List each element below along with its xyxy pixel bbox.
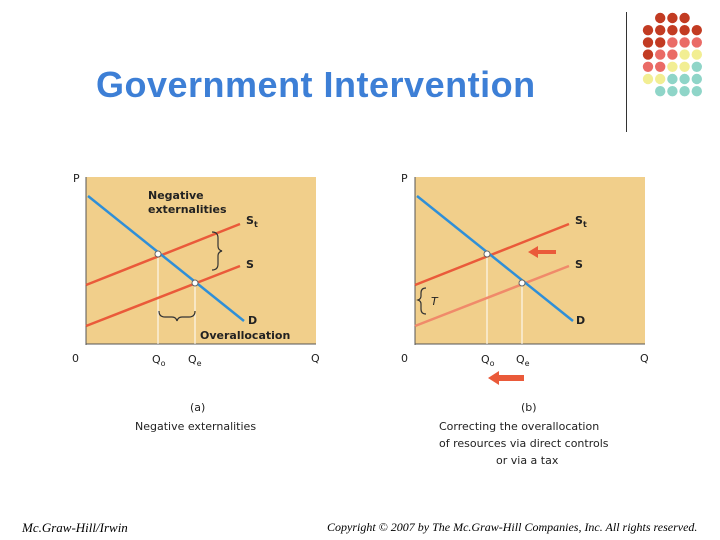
decorative-dot <box>691 49 702 60</box>
panel-b-point-qo <box>483 250 491 258</box>
panel-a-externalities-label: externalities <box>148 203 227 216</box>
decorative-dot <box>655 49 666 60</box>
panel-b-qo-label: Qo <box>481 353 495 368</box>
panel-a: P 0 Q Qo Qe St S D Negative externalitie… <box>72 172 320 433</box>
panel-b-p-label: P <box>401 172 408 185</box>
decorative-dot <box>679 25 690 36</box>
panel-a-caption: Negative externalities <box>135 420 256 433</box>
panel-b-caption-letter: (b) <box>521 401 537 414</box>
panel-b-shift-arrow-icon <box>528 246 556 258</box>
panel-a-qe-label: Qe <box>188 353 202 368</box>
panel-b-caption-line3: or via a tax <box>496 454 559 467</box>
panel-a-horizontal-brace <box>158 310 196 322</box>
decorative-dot <box>667 49 678 60</box>
panel-a-p-label: P <box>73 172 80 185</box>
slide-title: Government Intervention <box>96 64 536 105</box>
panel-a-point-qe <box>191 279 199 287</box>
decorative-dot <box>655 25 666 36</box>
panel-b-background <box>415 177 645 344</box>
panel-a-demand-line <box>87 195 245 322</box>
panel-a-caption-letter: (a) <box>190 401 205 414</box>
decorative-dot <box>679 86 690 97</box>
decorative-dot <box>642 25 654 36</box>
decorative-dot <box>642 37 654 48</box>
panel-a-st-label: St <box>246 214 258 229</box>
panel-b-caption-line1: Correcting the overallocation <box>439 420 599 433</box>
decorative-dot <box>655 37 666 48</box>
panel-b-q-label: Q <box>640 352 649 365</box>
decorative-dot <box>667 86 678 97</box>
decorative-dot <box>679 73 690 85</box>
decorative-dot <box>691 25 702 36</box>
panel-a-overallocation-label: Overallocation <box>200 329 290 342</box>
decorative-dot <box>679 61 690 72</box>
decorative-dot <box>667 12 678 24</box>
panel-b-left-arrow-icon <box>488 371 524 385</box>
decorative-dot <box>679 37 690 48</box>
decorative-dot <box>691 86 702 97</box>
panel-b-tax-brace <box>416 287 427 315</box>
panel-a-qo-label: Qo <box>152 353 166 368</box>
decorative-dot <box>655 86 666 97</box>
panel-b: T P 0 Q Qo Qe St S D (b) Correcting the … <box>401 172 649 467</box>
decorative-dot <box>691 37 702 48</box>
decorative-dot <box>655 61 666 72</box>
panel-a-origin-label: 0 <box>72 352 79 365</box>
decorative-dot <box>655 73 666 85</box>
panel-b-qe-label: Qe <box>516 353 530 368</box>
panel-a-point-qo <box>154 250 162 258</box>
panel-a-background <box>86 177 316 344</box>
decorative-dot <box>642 61 654 72</box>
footer-copyright: Copyright © 2007 by The Mc.Graw-Hill Com… <box>327 520 698 534</box>
decorative-dot <box>667 37 678 48</box>
decorative-dot <box>667 61 678 72</box>
panel-b-st-label: St <box>575 214 587 229</box>
panel-a-vertical-brace <box>211 231 223 271</box>
panel-b-demand-line <box>416 195 574 322</box>
panel-b-point-qe <box>518 279 526 287</box>
decorative-dot <box>691 61 702 72</box>
panel-b-origin-label: 0 <box>401 352 408 365</box>
decorative-dot <box>667 25 678 36</box>
decorative-dot <box>642 49 654 60</box>
footer-publisher: Mc.Graw-Hill/Irwin <box>22 520 128 535</box>
divider-line <box>626 12 627 132</box>
panel-a-supply-s-line <box>85 264 241 328</box>
panel-a-q-label: Q <box>311 352 320 365</box>
panel-b-caption-line2: of resources via direct controls <box>439 437 609 450</box>
decorative-dot <box>691 73 702 85</box>
decorative-dot <box>667 73 678 85</box>
panel-b-s-label: S <box>575 258 583 271</box>
panel-b-supply-s-line <box>414 264 570 328</box>
decorative-dot <box>642 73 654 85</box>
decorative-dot <box>679 49 690 60</box>
decorative-dot <box>679 12 690 24</box>
panel-b-t-label: T <box>431 295 439 308</box>
panel-a-negative-label: Negative <box>148 189 204 202</box>
panel-a-s-label: S <box>246 258 254 271</box>
panel-a-d-label: D <box>248 314 257 327</box>
decorative-dot <box>655 12 666 24</box>
panel-b-d-label: D <box>576 314 585 327</box>
